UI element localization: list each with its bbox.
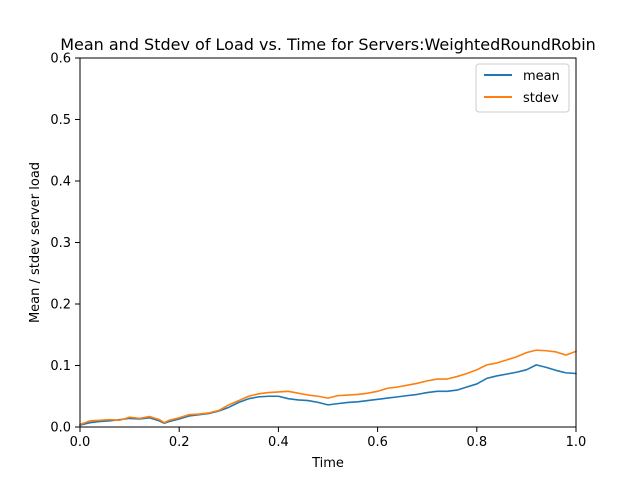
legend-mean-label: mean (523, 69, 560, 84)
x-tick-label: 0.6 (367, 435, 388, 450)
x-tick-label: 1.0 (566, 435, 587, 450)
y-tick-label: 0.4 (50, 175, 71, 190)
plot-area (79, 349, 577, 426)
series-line-stdev (79, 349, 577, 426)
y-tick-label: 0.2 (50, 298, 71, 313)
y-tick-label: 0.0 (50, 421, 71, 436)
y-tick-label: 0.3 (50, 236, 71, 251)
y-tick-label: 0.5 (50, 113, 71, 128)
x-axis-label: Time (311, 456, 344, 471)
y-tick-label: 0.1 (50, 359, 71, 374)
x-tick-label: 0.4 (268, 435, 289, 450)
x-tick-label: 0.8 (466, 435, 487, 450)
axis-ticks: 0.0 0.2 0.4 0.6 0.8 1.0 0.0 0.1 0.2 0.3 0.4 0.5 0.6 (50, 52, 586, 451)
chart-title: Mean and Stdev of Load vs. Time for Serv… (60, 35, 596, 54)
x-tick-label: 0.2 (169, 435, 190, 450)
legend-stdev-label: stdev (523, 91, 559, 106)
y-tick-label: 0.6 (50, 52, 71, 67)
y-axis-label: Mean / stdev server load (28, 162, 43, 323)
legend: mean stdev (475, 63, 570, 113)
axes-frame (79, 57, 577, 428)
x-tick-label: 0.0 (70, 435, 91, 450)
